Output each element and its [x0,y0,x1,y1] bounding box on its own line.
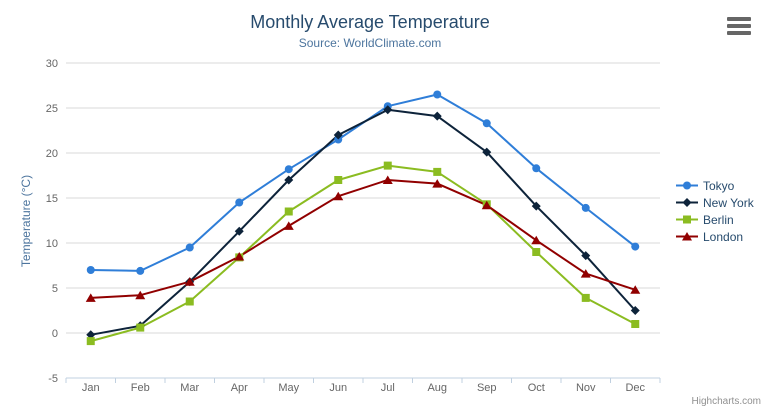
x-axis-tick-label: Dec [625,382,645,394]
credits-link[interactable]: Highcharts.com [691,396,761,407]
data-point-london-aug[interactable] [432,179,443,188]
hamburger-icon [727,17,751,21]
data-point-tokyo-may[interactable] [284,165,293,174]
data-point-new-york-oct[interactable] [531,201,541,211]
y-axis-tick-label: 0 [52,328,58,340]
series-new-york-line[interactable] [89,108,637,336]
data-point-berlin-jul[interactable] [383,161,392,170]
x-axis-tick-label: Aug [427,382,447,394]
y-axis-tick-label: 25 [46,103,58,115]
data-point-berlin-may[interactable] [284,207,293,216]
data-point-tokyo-sep[interactable] [482,119,491,128]
context-menu-button[interactable] [727,17,751,35]
y-axis-tick-label: 30 [46,58,58,70]
data-point-london-oct[interactable] [531,235,542,245]
data-point-london-may[interactable] [283,221,294,230]
y-axis-tick-label: 10 [46,238,58,250]
data-point-london-sep[interactable] [481,200,492,210]
data-point-berlin-mar[interactable] [185,297,194,306]
legend-circle-icon [676,181,698,190]
legend-square-icon [676,215,698,224]
data-point-berlin-dec[interactable] [631,320,640,328]
data-point-berlin-aug[interactable] [433,167,442,176]
data-point-new-york-apr[interactable] [234,226,244,236]
series-london-line[interactable] [89,179,637,299]
x-axis-tick-label: Apr [231,382,248,394]
data-point-london-apr[interactable] [234,252,245,261]
series-tokyo-line[interactable] [89,93,637,272]
legend-item-new-york[interactable]: New York [676,194,754,211]
data-point-new-york-sep[interactable] [482,147,492,157]
y-axis-tick-label: -5 [48,373,58,385]
legend-item-berlin[interactable]: Berlin [676,211,754,228]
hamburger-icon [727,31,751,35]
legend-item-label: Berlin [703,212,734,227]
chart-title: Monthly Average Temperature [250,12,490,32]
data-point-tokyo-oct[interactable] [532,164,541,173]
data-point-berlin-oct[interactable] [532,248,541,256]
legend-item-label: New York [703,195,754,210]
y-axis-tick-label: 15 [46,193,58,205]
x-axis-tick-label: Jul [381,382,395,394]
legend-item-london[interactable]: London [676,228,754,245]
data-point-new-york-jul[interactable] [383,105,393,115]
data-point-london-jan[interactable] [85,293,96,302]
hamburger-icon [727,24,751,28]
data-point-tokyo-nov[interactable] [581,203,590,212]
legend: Tokyo New York Berlin London [676,177,754,245]
data-point-tokyo-aug[interactable] [433,90,442,99]
data-point-berlin-feb[interactable] [136,323,145,332]
x-axis-tick-label: Mar [180,382,199,394]
data-point-london-mar[interactable] [184,277,195,286]
data-point-tokyo-dec[interactable] [631,242,640,251]
data-point-london-jul[interactable] [382,175,393,185]
data-point-london-feb[interactable] [135,290,146,300]
x-axis-tick-label: Jan [82,382,100,394]
x-axis-tick-label: Jun [329,382,347,394]
legend-item-label: Tokyo [703,178,735,193]
x-axis-tick-label: Sep [477,382,497,394]
data-point-tokyo-jan[interactable] [86,266,95,274]
x-axis-tick-label: Nov [576,382,596,394]
data-point-london-dec[interactable] [630,285,641,294]
data-point-berlin-jun[interactable] [334,176,343,184]
chart-subtitle: Source: WorldClimate.com [298,36,442,50]
x-axis-tick-label: Feb [131,382,150,394]
legend-item-label: London [703,229,744,244]
data-point-london-jun[interactable] [333,191,344,201]
data-point-new-york-dec[interactable] [630,306,640,315]
y-axis-tick-label: 20 [46,148,58,160]
data-point-new-york-nov[interactable] [581,251,591,261]
data-point-london-nov[interactable] [580,269,591,278]
data-point-berlin-nov[interactable] [581,293,590,302]
data-point-tokyo-mar[interactable] [185,243,194,252]
series-berlin-line[interactable] [89,164,637,343]
x-axis-tick-label: May [278,382,299,394]
data-point-berlin-jan[interactable] [86,337,95,346]
data-point-new-york-jan[interactable] [86,330,96,340]
legend-triangle-icon [676,232,698,241]
y-axis-tick-label: 5 [52,283,58,295]
data-point-tokyo-apr[interactable] [235,198,244,207]
data-point-new-york-may[interactable] [284,175,294,185]
data-point-new-york-aug[interactable] [432,111,442,121]
data-point-tokyo-feb[interactable] [136,266,145,275]
legend-item-tokyo[interactable]: Tokyo [676,177,754,194]
legend-diamond-icon [676,198,698,207]
data-point-new-york-jun[interactable] [333,130,343,140]
x-axis-tick-label: Oct [528,382,545,394]
